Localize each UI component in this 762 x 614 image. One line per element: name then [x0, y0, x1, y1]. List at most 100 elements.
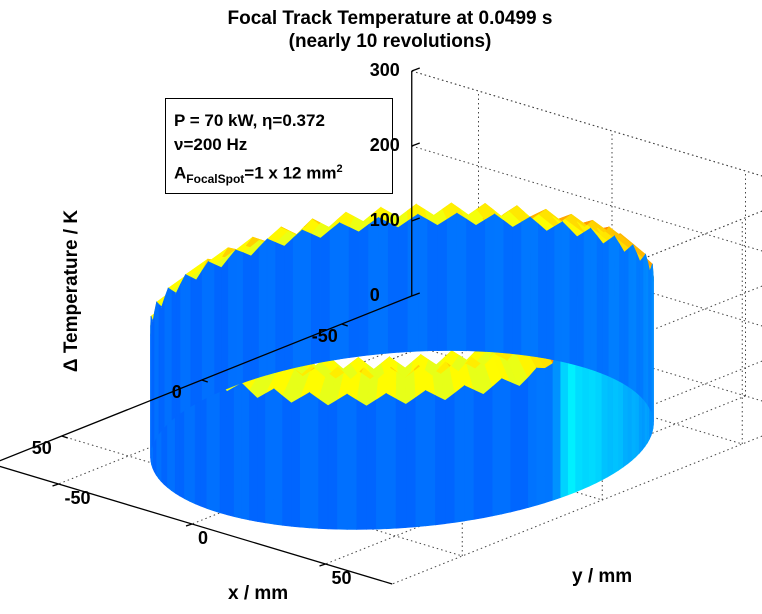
surface-patch: [291, 397, 301, 528]
surface-patch: [527, 367, 538, 508]
surface-patch: [249, 390, 258, 522]
surface-patch: [546, 225, 555, 361]
surface-patch: [213, 374, 221, 514]
surface-patch: [583, 227, 591, 370]
surface-patch: [348, 226, 360, 358]
surface-patch: [614, 234, 620, 382]
z-tick-label: 0: [369, 285, 380, 305]
surface-patch: [521, 216, 531, 357]
x-tick-label: -50: [311, 326, 338, 346]
surface-patch: [544, 362, 554, 504]
surface-patch: [536, 367, 546, 506]
surface-patch: [158, 303, 162, 435]
surface-patch: [473, 389, 484, 520]
y-tick: [52, 483, 59, 487]
surface-patch: [596, 235, 604, 375]
x-axis-label: x / mm: [228, 583, 289, 604]
z-tick: [411, 142, 420, 147]
surface-patch: [318, 398, 329, 530]
surface-plot: [150, 202, 654, 530]
surface-patch: [337, 393, 348, 530]
grid-line: [411, 70, 762, 177]
axes-lines: [0, 67, 420, 585]
surface-patch: [233, 382, 242, 519]
legend-line-focal-spot: AFocalSpot=1 x 12 mm2: [174, 163, 343, 187]
surface-patch: [273, 388, 283, 526]
z-tick-label: 100: [369, 210, 400, 230]
surface-patch: [538, 223, 547, 359]
surface-patch: [510, 382, 520, 513]
surface-patch: [190, 276, 197, 407]
surface-patch: [356, 399, 367, 530]
surface-patch: [417, 213, 428, 352]
legend-line-frequency: ν=200 Hz: [174, 135, 248, 154]
surface-patch: [376, 392, 387, 530]
surface-patch: [446, 212, 458, 351]
surface-patch: [266, 238, 277, 376]
surface-patch: [405, 396, 417, 528]
surface-patch: [309, 392, 319, 529]
surface-patch: [219, 382, 228, 516]
y-axis-label: y / mm: [572, 566, 633, 587]
surface-patch: [456, 212, 467, 352]
surface-patch: [387, 222, 399, 354]
surface-patch: [161, 297, 166, 431]
surface-patch: [437, 218, 448, 351]
surface-patch: [265, 388, 275, 525]
surface-patch: [284, 237, 294, 371]
parameter-legend: P = 70 kW, η=0.372 ν=200 Hz AFocalSpot=1…: [165, 98, 393, 194]
surface-patch: [623, 247, 630, 388]
surface-patch: [444, 392, 456, 525]
surface-patch: [492, 378, 503, 517]
surface-patch: [576, 231, 585, 368]
z-tick-label: 300: [369, 60, 400, 80]
surface-patch: [397, 220, 409, 353]
surface-patch: [494, 213, 505, 354]
surface-patch: [292, 229, 303, 369]
surface-patch: [327, 399, 338, 530]
surface-patch: [569, 228, 578, 366]
z-tick: [411, 67, 420, 72]
chart-title: Focal Track Temperature at 0.0499 s: [227, 8, 553, 29]
surface-patch: [427, 219, 438, 352]
surface-patch: [195, 269, 203, 404]
x-tick: [201, 379, 208, 383]
surface-patch: [485, 213, 495, 353]
surface-patch: [425, 390, 436, 527]
surface-patch: [632, 244, 637, 394]
surface-patch: [366, 399, 377, 530]
surface-patch: [619, 242, 625, 385]
surface-patch: [346, 393, 358, 530]
surface-patch: [299, 392, 310, 529]
y-tick-label: 50: [331, 568, 352, 588]
surface-patch: [415, 390, 426, 528]
surface-patch: [185, 273, 192, 411]
surface-patch: [512, 221, 522, 356]
surface-patch: [464, 385, 475, 522]
surface-patch: [156, 301, 160, 439]
surface-patch: [483, 385, 493, 519]
y-tick-label: 0: [198, 528, 209, 548]
surface-patch: [503, 220, 513, 355]
grid-line: [392, 435, 762, 585]
surface-patch: [639, 256, 644, 400]
chart-subtitle: (nearly 10 revolutions): [288, 31, 492, 52]
surface-patch: [378, 217, 389, 355]
surface-patch: [407, 213, 419, 353]
surface-patch: [529, 216, 539, 358]
surface-patch: [602, 239, 610, 377]
z-tick: [411, 292, 420, 297]
z-tick: [411, 217, 420, 222]
surface-patch: [590, 227, 598, 372]
surface-patch: [275, 242, 285, 373]
z-tick-label: 200: [369, 135, 400, 155]
surface-patch: [226, 386, 235, 518]
surface-patch: [385, 392, 397, 530]
x-tick: [61, 435, 68, 439]
surface-patch: [519, 376, 529, 511]
surface-patch: [466, 218, 477, 352]
z-axis-label: Δ Temperature / K: [61, 209, 82, 373]
grid-line: [411, 70, 762, 177]
x-tick-label: 0: [171, 382, 182, 402]
